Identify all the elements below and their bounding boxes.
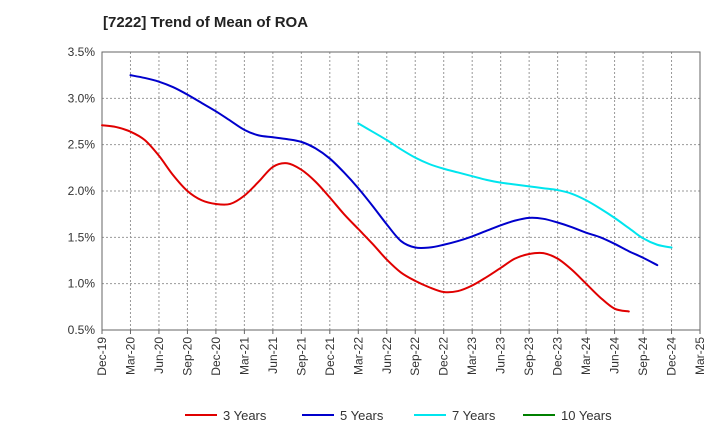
x-tick-label: Jun-20 (152, 337, 166, 374)
chart-title: [7222] Trend of Mean of ROA (103, 14, 309, 31)
grid-lines (101, 51, 701, 331)
x-tick-label: Jun-24 (608, 337, 622, 374)
y-axis-ticks: 0.5% 1.0% 1.5% 2.0% 2.5% 3.0% 3.5% (68, 45, 96, 337)
x-tick-label: Sep-22 (408, 337, 422, 376)
x-tick-label: Mar-20 (123, 337, 137, 375)
x-tick-label: Sep-23 (522, 337, 536, 376)
x-tick-label: Jun-23 (494, 337, 508, 374)
x-tick-label: Mar-25 (693, 337, 707, 375)
y-tick-label: 1.0% (68, 277, 96, 291)
x-tick-label: Jun-22 (380, 337, 394, 374)
x-tick-label: Dec-24 (665, 337, 679, 376)
y-tick-label: 0.5% (68, 323, 96, 337)
x-tick-label: Sep-24 (636, 337, 650, 376)
y-tick-label: 3.5% (68, 45, 96, 59)
axes (101, 51, 701, 331)
series-line-7-years (357, 122, 673, 249)
legend-label-10-years: 10 Years (561, 408, 612, 423)
legend-label-5-years: 5 Years (340, 408, 384, 423)
x-tick-label: Dec-19 (95, 337, 109, 376)
legend-label-7-years: 7 Years (452, 408, 496, 423)
x-tick-label: Dec-22 (437, 337, 451, 376)
x-tick-label: Dec-21 (323, 337, 337, 376)
y-tick-label: 1.5% (68, 230, 96, 244)
series-lines (101, 74, 673, 313)
x-tick-label: Mar-24 (579, 337, 593, 375)
y-tick-label: 2.5% (68, 138, 96, 152)
series-line-5-years (129, 74, 659, 267)
series-line-3-years (101, 124, 630, 313)
x-tick-label: Sep-21 (294, 337, 308, 376)
plot-border (101, 51, 701, 331)
x-tick-label: Dec-20 (209, 337, 223, 376)
legend-label-3-years: 3 Years (223, 408, 267, 423)
x-tick-label: Dec-23 (551, 337, 565, 376)
x-axis-ticks: Dec-19 Mar-20 Jun-20 Sep-20 Dec-20 Mar-21 Jun-… (95, 330, 707, 376)
x-tick-label: Sep-20 (180, 337, 194, 376)
x-tick-label: Mar-23 (465, 337, 479, 375)
x-tick-label: Mar-21 (237, 337, 251, 375)
x-tick-label: Jun-21 (266, 337, 280, 374)
y-tick-label: 3.0% (68, 91, 96, 105)
x-tick-label: Mar-22 (351, 337, 365, 375)
legend: 3 Years 5 Years 7 Years 10 Years (185, 408, 612, 423)
y-tick-label: 2.0% (68, 184, 96, 198)
